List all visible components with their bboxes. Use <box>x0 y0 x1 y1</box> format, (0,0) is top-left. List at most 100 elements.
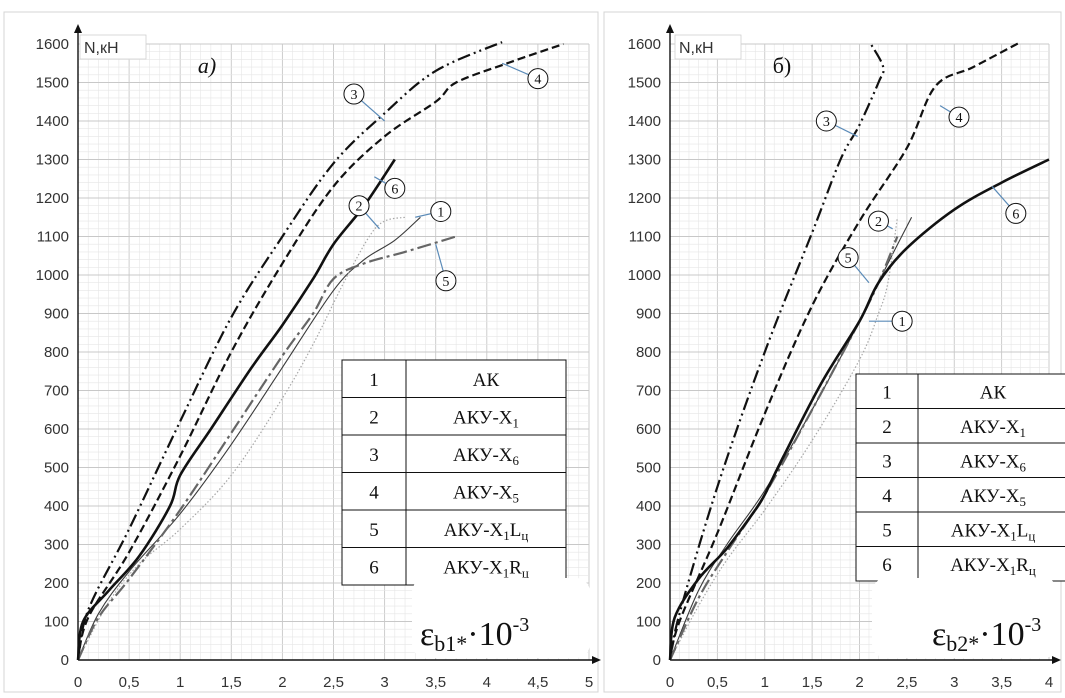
callout-circle <box>837 247 859 269</box>
callout-label: 1 <box>437 205 444 220</box>
callout-label: 1 <box>899 315 906 330</box>
callout-label: 5 <box>845 252 852 267</box>
legend-label: АКУ-Х1 <box>960 417 1026 440</box>
legend-label: АКУ-Х1Rц <box>443 557 529 580</box>
y-tick-label: 1500 <box>36 75 69 92</box>
callout-circle <box>527 68 549 90</box>
x-tick-label: 2 <box>278 674 286 691</box>
legend-subscript: 6 <box>513 453 520 468</box>
callout-circle <box>430 200 452 222</box>
legend-subscript: ц <box>1028 528 1035 543</box>
legend-label: АКУ-Х5 <box>960 486 1026 509</box>
callout-label: 3 <box>350 88 357 103</box>
legend-number: 4 <box>882 486 892 507</box>
callout-circle <box>384 177 406 199</box>
legend-number: 5 <box>369 520 379 541</box>
y-tick-label: 200 <box>44 575 69 592</box>
x-axis-arrow <box>592 656 601 664</box>
y-tick-label: 500 <box>636 460 661 477</box>
x-label-tail: ·10 <box>467 616 512 653</box>
callout-circle <box>948 106 970 128</box>
y-tick-label: 800 <box>636 344 661 361</box>
y-tick-label: 1500 <box>628 75 661 92</box>
legend-number: 2 <box>882 417 892 438</box>
x-tick-label: 4 <box>483 674 491 691</box>
y-tick-label: 600 <box>44 421 69 438</box>
x-tick-label: 2,5 <box>896 674 917 691</box>
legend-subscript: 1 <box>503 565 509 580</box>
x-axis-label-box <box>872 578 1058 658</box>
callout-6: 6 <box>374 176 406 199</box>
x-tick-label: 3 <box>950 674 958 691</box>
callout-1: 1 <box>415 200 452 222</box>
series-line-3 <box>668 43 885 661</box>
legend-name: АКУ-Х <box>950 555 1010 576</box>
legend-name-mid: R <box>1016 555 1029 576</box>
legend-number: 6 <box>882 555 892 576</box>
x-label-sub: b2* <box>946 631 979 656</box>
y-axis-arrow <box>74 24 82 33</box>
callout-label: 2 <box>356 200 363 215</box>
legend-name: АКУ-Х <box>960 417 1020 438</box>
chart-panel-b: 0 0,5 1 1,5 2 2,5 3 3,5 4 0 100 200 300 400 500 600 700 8… <box>603 11 1065 693</box>
x-tick-label: 1,5 <box>802 674 823 691</box>
y-axis-arrow <box>666 24 674 33</box>
y-tick-label: 1400 <box>628 113 661 130</box>
callout-label: 3 <box>823 115 830 130</box>
legend-subscript: 1 <box>1010 563 1016 578</box>
legend-number: 4 <box>369 482 379 503</box>
x-tick-label: 0,5 <box>119 674 140 691</box>
y-tick-label: 400 <box>44 498 69 515</box>
callout-3: 3 <box>815 110 858 137</box>
y-tick-label: 1300 <box>36 152 69 169</box>
legend-name: АКУ-Х <box>443 557 503 578</box>
legend-name-mid: L <box>510 520 522 541</box>
legend-name: АК <box>473 370 500 391</box>
y-tick-label: 100 <box>44 614 69 631</box>
legend-name: АКУ-Х <box>960 451 1020 472</box>
y-tick-label: 700 <box>44 383 69 400</box>
legend-number: 1 <box>882 382 892 403</box>
legend-name-mid: L <box>1017 520 1029 541</box>
y-tick-label: 1200 <box>36 190 69 207</box>
legend-number: 1 <box>369 370 379 391</box>
y-tick-label: 1100 <box>629 229 661 246</box>
chart-panel-a: 0 0,5 1 1,5 2 2,5 3 3,5 4 4,5 5 0 100 200 300 400 500 600… <box>3 11 601 693</box>
series-line-4 <box>668 41 1022 661</box>
y-tick-label: 0 <box>61 652 69 669</box>
x-label-sub: b1* <box>434 631 467 656</box>
legend-name-mid: R <box>509 557 522 578</box>
callout-4: 4 <box>501 62 549 90</box>
y-tick-label: 100 <box>636 614 661 631</box>
legend-subscript: ц <box>521 528 528 543</box>
y-tick-label: 900 <box>636 306 661 323</box>
x-tick-label: 3 <box>380 674 388 691</box>
y-tick-label: 400 <box>636 498 661 515</box>
y-axis-label-box <box>79 34 147 60</box>
y-tick-label: 1100 <box>37 229 69 246</box>
legend-label: АКУ-Х1 <box>453 407 519 430</box>
callout-5: 5 <box>435 244 457 292</box>
x-label-tail: ·10 <box>979 616 1024 653</box>
legend-name: АКУ-Х <box>951 520 1011 541</box>
x-tick-label: 2 <box>855 674 863 691</box>
callout-label: 5 <box>442 275 449 290</box>
x-label-base: ε <box>420 616 434 653</box>
callout-circle <box>343 83 365 105</box>
callout-4: 4 <box>939 105 970 128</box>
legend-subscript: 6 <box>1020 459 1027 474</box>
legend-subscript: 1 <box>503 528 509 543</box>
legend-name: АКУ-Х <box>453 445 513 466</box>
x-axis-arrow <box>1052 656 1061 664</box>
series-line-1 <box>77 216 421 661</box>
y-tick-label: 200 <box>636 575 661 592</box>
y-tick-label: 1000 <box>36 267 69 284</box>
x-tick-label: 0 <box>74 674 82 691</box>
legend-number: 2 <box>369 407 379 428</box>
legend-subscript: 1 <box>1010 528 1016 543</box>
y-tick-label: 1600 <box>36 36 69 53</box>
callout-label: 6 <box>391 182 398 197</box>
x-tick-label: 1 <box>761 674 769 691</box>
y-tick-label: 1200 <box>628 190 661 207</box>
